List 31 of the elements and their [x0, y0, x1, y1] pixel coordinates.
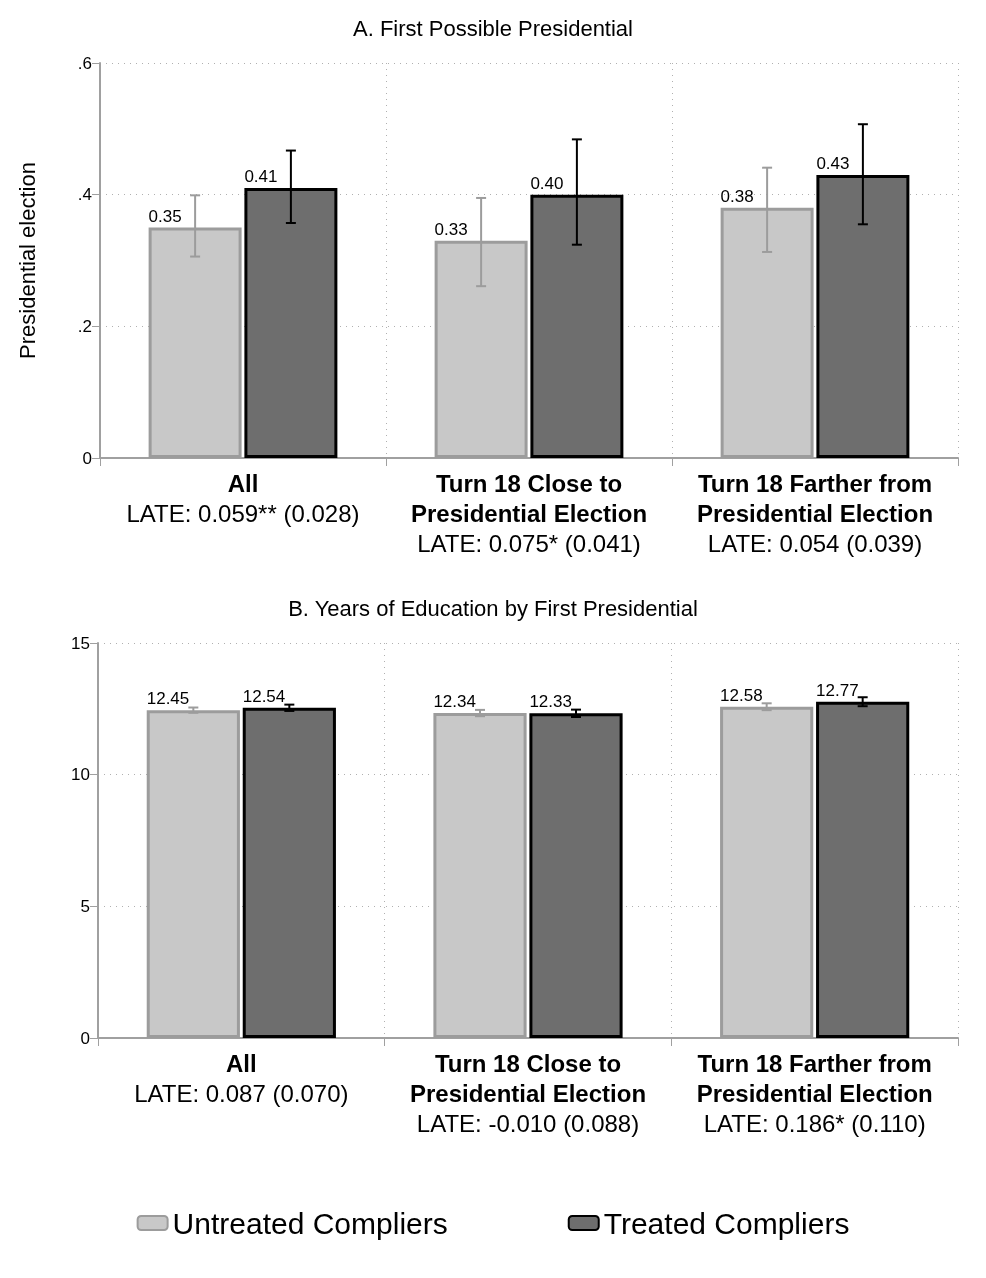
data-label: 0.40 [530, 173, 564, 193]
data-label: 0.35 [148, 206, 182, 226]
legend-label: Treated Compliers [603, 1206, 850, 1240]
data-label: 12.45 [146, 689, 190, 709]
y-tick-label: 15 [71, 633, 90, 653]
x-tick-label: All LATE: 0.059** (0.028) [126, 469, 360, 527]
y-tick-label: .4 [77, 185, 92, 205]
legend-label: Untreated Compliers [172, 1206, 448, 1240]
y-tick-label: 10 [71, 765, 90, 785]
data-label: 0.33 [434, 219, 468, 239]
y-tick-label: .2 [77, 316, 92, 336]
y-tick-label: 0 [82, 448, 92, 468]
x-tick-label: Turn 18 Close to Presidential Election LATE: 0.075* (0.041) [410, 469, 648, 557]
data-label: 0.41 [244, 167, 278, 187]
chart-title: B. Years of Education by First Presidential [288, 595, 698, 621]
data-label: 12.58 [720, 685, 763, 705]
data-label: 0.43 [816, 153, 850, 173]
x-tick-label: All LATE: 0.087 (0.070) [134, 1049, 349, 1107]
x-tick-label: Turn 18 Farther from Presidential Election LATE: 0.054 (0.039) [696, 469, 934, 557]
y-tick-label: 0 [80, 1028, 90, 1048]
data-label: 12.54 [242, 686, 286, 706]
data-label: 12.34 [433, 692, 476, 712]
data-label: 12.77 [816, 680, 859, 700]
y-axis-title: Presidential election [14, 162, 40, 359]
x-tick-label: Turn 18 Close to Presidential Election LATE: -0.010 (0.088) [409, 1049, 647, 1137]
chart-title: A. First Possible Presidential [353, 15, 633, 41]
y-tick-label: .6 [77, 53, 92, 73]
y-tick-label: 5 [80, 896, 90, 916]
x-tick-label: Turn 18 Farther from Presidential Election LATE: 0.186* (0.110) [696, 1049, 933, 1137]
data-label: 0.38 [720, 186, 754, 206]
data-label: 12.33 [529, 692, 572, 712]
